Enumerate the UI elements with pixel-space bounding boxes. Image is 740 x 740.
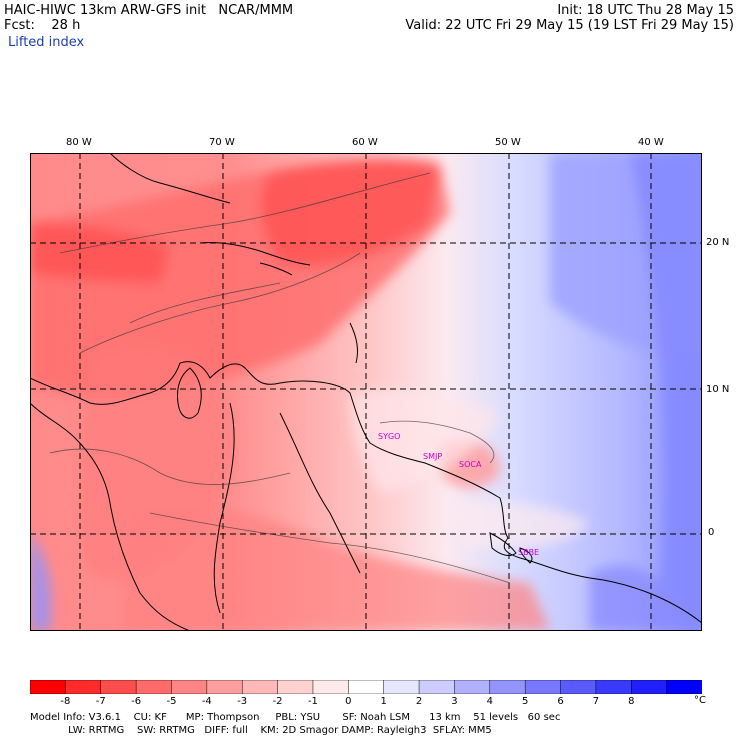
lat-label-10n: 10 N xyxy=(706,384,730,395)
colorbar-label: -8 xyxy=(60,696,71,707)
station-label-smjp: SMJP xyxy=(423,452,442,461)
colorbar-label: 3 xyxy=(451,696,458,707)
colorbar xyxy=(30,680,702,694)
colorbar-swatch xyxy=(135,680,173,694)
colorbar-label: 6 xyxy=(557,696,564,707)
colorbar-swatch xyxy=(100,680,137,694)
model-info-line2: LW: RRTMG SW: RRTMG DIFF: full KM: 2D Sm… xyxy=(30,725,492,736)
station-label-sygo: SYGO xyxy=(378,432,400,441)
station-label-soca: SOCA xyxy=(459,460,482,469)
colorbar-label: -2 xyxy=(272,696,283,707)
lon-label-50w: 50 W xyxy=(495,137,521,148)
colorbar-label: 5 xyxy=(521,696,529,707)
colorbar-label: -4 xyxy=(201,696,212,707)
colorbar-swatch xyxy=(666,680,702,694)
colorbar-swatch xyxy=(524,680,562,694)
lat-lon-grid xyxy=(30,153,702,631)
colorbar-label: -5 xyxy=(166,696,177,707)
colorbar-swatch xyxy=(171,680,208,694)
colorbar-swatch xyxy=(595,680,633,694)
field-shading xyxy=(30,153,702,631)
colorbar-swatch xyxy=(312,680,350,694)
colorbar-label: 8 xyxy=(628,696,635,707)
colorbar-label: 0 xyxy=(345,696,352,707)
colorbar-swatch xyxy=(418,680,456,694)
colorbar-swatch xyxy=(241,680,279,694)
lon-label-80w: 80 W xyxy=(66,137,92,148)
colorbar-label: -7 xyxy=(95,696,106,707)
lat-label-0: 0 xyxy=(708,527,715,538)
station-label-sbbe: SBBE xyxy=(518,548,539,557)
colorbar-label: 4 xyxy=(486,696,493,707)
colorbar-swatch xyxy=(277,680,314,694)
colorbar-swatch xyxy=(348,680,385,694)
valid-time: Valid: 22 UTC Fri 29 May 15 (19 LST Fri … xyxy=(405,18,734,33)
colorbar-swatch xyxy=(206,680,243,694)
contours xyxy=(49,172,511,584)
colorbar-swatch xyxy=(560,680,597,694)
coastlines xyxy=(30,153,702,631)
colorbar-label: -1 xyxy=(307,696,318,707)
init-time: Init: 18 UTC Thu 28 May 15 xyxy=(557,3,734,18)
colorbar-swatch xyxy=(65,680,102,694)
forecast-hour: Fcst: 28 h xyxy=(4,18,81,33)
colorbar-swatch xyxy=(383,680,420,694)
colorbar-swatch xyxy=(631,680,668,694)
colorbar-label: 7 xyxy=(592,696,600,707)
colorbar-label: 2 xyxy=(415,696,423,707)
field-name: Lifted index xyxy=(8,35,85,50)
colorbar-swatch xyxy=(489,680,526,694)
colorbar-swatch xyxy=(30,680,67,694)
model-info-line1: Model Info: V3.6.1 CU: KF MP: Thompson P… xyxy=(30,712,561,723)
map-frame xyxy=(30,153,702,631)
colorbar-label: -6 xyxy=(131,696,142,707)
lon-label-70w: 70 W xyxy=(209,137,235,148)
colorbar-label: 1 xyxy=(380,696,387,707)
model-title: HAIC-HIWC 13km ARW-GFS init NCAR/MMM xyxy=(4,3,294,18)
colorbar-swatch xyxy=(454,680,491,694)
lon-label-40w: 40 W xyxy=(638,137,664,148)
lat-label-20n: 20 N xyxy=(706,237,730,248)
colorbar-unit: °C xyxy=(694,695,706,706)
lon-label-60w: 60 W xyxy=(352,137,378,148)
colorbar-label: -3 xyxy=(237,696,248,707)
lifted-index-map: SYGO SMJP SOCA SBBE xyxy=(30,153,702,631)
